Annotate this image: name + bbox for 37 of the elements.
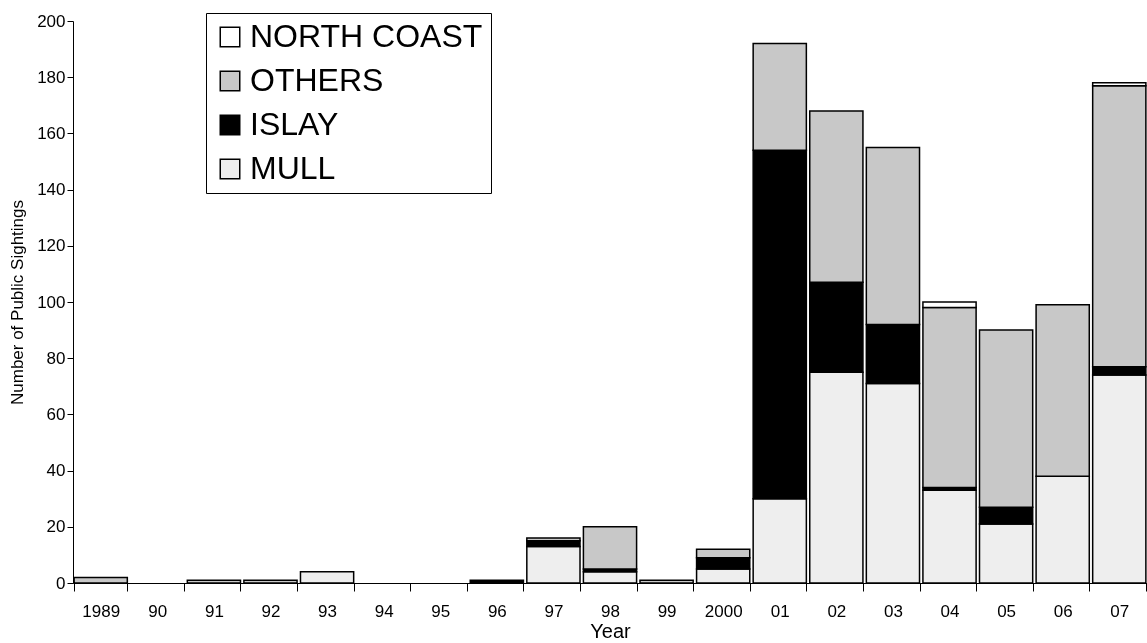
x-tick-label: 96 (487, 601, 507, 621)
x-tick-label: 01 (770, 601, 790, 621)
y-tick-label: 0 (56, 573, 66, 593)
x-tick-label: 03 (883, 601, 903, 621)
legend-label: ISLAY (250, 106, 339, 142)
x-tick-label: 07 (1110, 601, 1130, 621)
x-tick-label: 94 (374, 601, 394, 621)
x-tick-label: 90 (148, 601, 168, 621)
x-tick-label: 1989 (82, 601, 121, 621)
y-tick-label: 140 (37, 180, 66, 200)
y-tick-label: 80 (46, 348, 66, 368)
y-tick-label: 120 (37, 236, 66, 256)
y-tick-label: 180 (37, 67, 66, 87)
y-axis-title: Number of Public Sightings (8, 199, 28, 406)
y-tick-label: 20 (46, 517, 66, 537)
y-tick-label: 60 (46, 404, 66, 424)
y-tick-label: 160 (37, 123, 66, 143)
legend-label: MULL (250, 150, 336, 186)
x-tick-label: 91 (204, 601, 224, 621)
y-tick-label: 200 (37, 11, 66, 31)
legend-label: NORTH COAST (250, 18, 483, 54)
x-axis-title: Year (590, 619, 632, 642)
x-tick-label: 05 (997, 601, 1017, 621)
x-tick-label: 92 (261, 601, 281, 621)
x-tick-label: 04 (940, 601, 960, 621)
x-tick-label: 95 (431, 601, 451, 621)
x-tick-label: 97 (544, 601, 564, 621)
legend-label: OTHERS (250, 62, 384, 98)
x-tick-label: 98 (601, 601, 620, 621)
x-tick-label: 06 (1053, 601, 1073, 621)
y-tick-label: 40 (46, 461, 66, 481)
x-tick-label: 02 (827, 601, 847, 621)
bar (582, 526, 638, 570)
x-tick-label: 2000 (704, 601, 743, 621)
x-tick-label: 99 (657, 601, 677, 621)
y-tick-label: 100 (37, 292, 66, 312)
x-tick-label: 93 (318, 601, 338, 621)
